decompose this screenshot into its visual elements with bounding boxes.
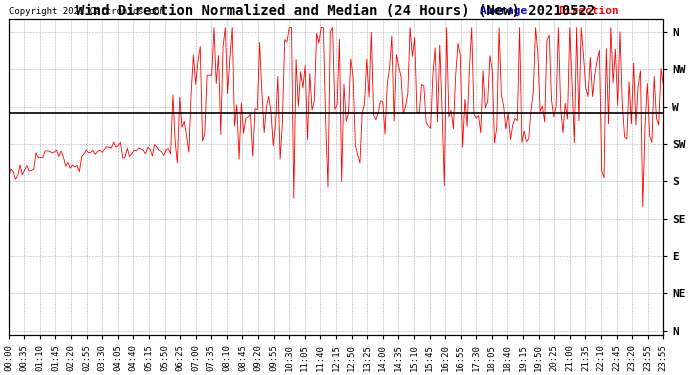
Text: Copyright 2021 Cartronics.com: Copyright 2021 Cartronics.com: [9, 7, 164, 16]
Text: Direction: Direction: [559, 6, 620, 16]
Title: Wind Direction Normalized and Median (24 Hours) (New) 20210522: Wind Direction Normalized and Median (24…: [77, 4, 595, 18]
Text: Average: Average: [480, 6, 534, 16]
